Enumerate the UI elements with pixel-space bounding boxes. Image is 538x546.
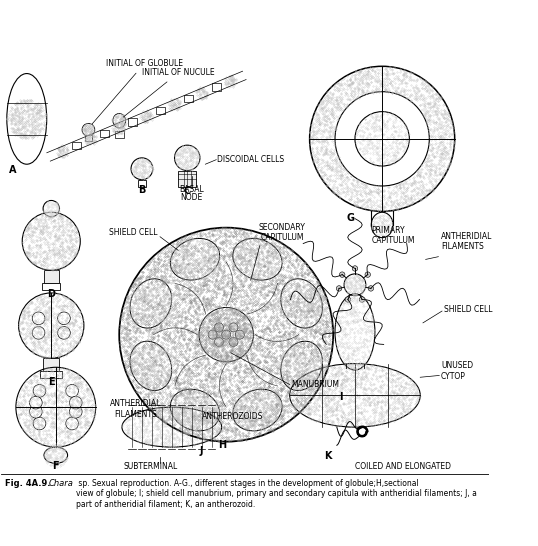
Text: NODE: NODE <box>181 193 203 202</box>
Text: E: E <box>48 377 54 388</box>
Circle shape <box>32 312 45 325</box>
Text: I: I <box>339 392 343 402</box>
Circle shape <box>352 266 358 271</box>
Text: PRIMARY
CAPITULUM: PRIMARY CAPITULUM <box>371 226 415 245</box>
Circle shape <box>365 272 371 277</box>
Text: INITIAL OF NUCULE: INITIAL OF NUCULE <box>123 68 215 117</box>
Text: Fig. 4A.9.: Fig. 4A.9. <box>5 479 51 488</box>
Text: DISCOIDAL CELLS: DISCOIDAL CELLS <box>217 155 284 164</box>
Bar <box>138 180 146 187</box>
Text: UNUSED
CYTOP: UNUSED CYTOP <box>441 361 473 381</box>
Circle shape <box>33 417 46 430</box>
Text: ANTHERIDIAL
FILAMENTS: ANTHERIDIAL FILAMENTS <box>441 232 492 251</box>
Bar <box>156 106 165 114</box>
Circle shape <box>30 396 42 409</box>
Circle shape <box>229 337 238 346</box>
Text: SHIELD CELL: SHIELD CELL <box>444 305 492 314</box>
Text: COILED AND ELONGATED: COILED AND ELONGATED <box>355 461 451 471</box>
Text: SUBTERMINAL: SUBTERMINAL <box>124 461 178 471</box>
Bar <box>43 358 59 371</box>
Bar <box>178 170 196 187</box>
Circle shape <box>66 417 79 430</box>
Text: K: K <box>324 451 331 461</box>
Bar <box>42 283 60 290</box>
Text: ANTHEROZOIDS: ANTHEROZOIDS <box>202 412 263 421</box>
Circle shape <box>235 330 244 339</box>
Text: INITIAL OF GLOBULE: INITIAL OF GLOBULE <box>92 60 182 124</box>
Circle shape <box>32 327 45 339</box>
Circle shape <box>208 330 217 339</box>
Text: MANUBRIUM: MANUBRIUM <box>292 380 339 389</box>
Circle shape <box>69 405 82 418</box>
Text: SHIELD CELL: SHIELD CELL <box>109 228 157 237</box>
Bar <box>40 371 62 378</box>
Circle shape <box>215 323 223 332</box>
Circle shape <box>58 327 70 339</box>
Text: SECONDARY
CAPITULUM: SECONDARY CAPITULUM <box>259 223 306 242</box>
Text: J: J <box>199 446 203 456</box>
Bar <box>100 130 109 137</box>
Text: Chara: Chara <box>48 479 73 488</box>
Circle shape <box>339 272 345 277</box>
Circle shape <box>215 337 223 346</box>
Text: A: A <box>9 165 16 175</box>
Bar <box>212 84 221 91</box>
Text: G: G <box>346 213 355 223</box>
Bar <box>184 95 193 102</box>
Circle shape <box>229 323 238 332</box>
Bar <box>72 141 81 149</box>
Bar <box>115 130 124 138</box>
Circle shape <box>345 297 351 302</box>
Circle shape <box>359 297 365 302</box>
Text: BASAL: BASAL <box>179 185 204 194</box>
Circle shape <box>58 312 70 325</box>
Text: D: D <box>47 289 55 299</box>
Circle shape <box>336 286 342 291</box>
Bar <box>44 270 59 283</box>
Text: C: C <box>183 186 191 196</box>
Bar <box>85 135 92 141</box>
Text: H: H <box>218 440 226 450</box>
Bar <box>128 118 137 126</box>
Circle shape <box>222 330 231 339</box>
Text: B: B <box>138 185 146 195</box>
Circle shape <box>30 405 42 418</box>
Text: ANTHERIDIAL
FILAMENTS: ANTHERIDIAL FILAMENTS <box>110 399 161 419</box>
Circle shape <box>33 384 46 397</box>
Text: sp. Sexual reproduction. A-G., different stages in the development of globule;H,: sp. Sexual reproduction. A-G., different… <box>76 479 477 508</box>
Circle shape <box>368 286 373 291</box>
Text: F: F <box>53 461 59 471</box>
Circle shape <box>69 396 82 409</box>
Circle shape <box>66 384 79 397</box>
